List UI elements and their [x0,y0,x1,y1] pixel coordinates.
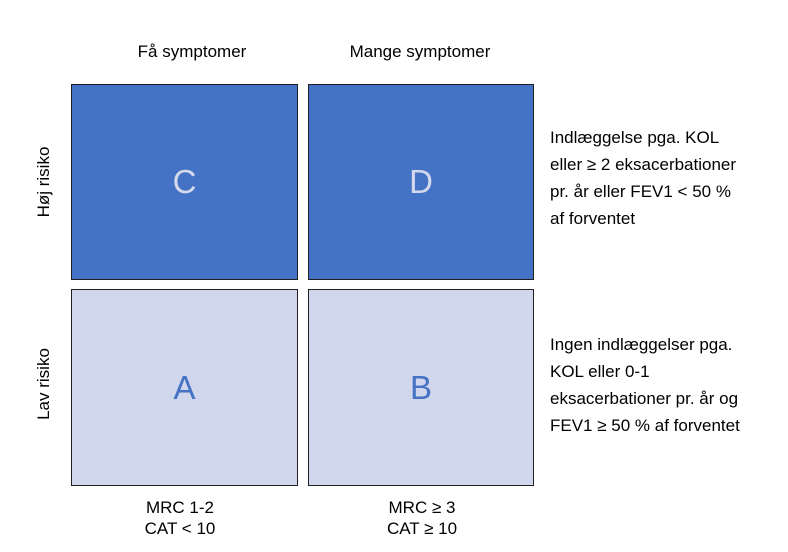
criteria-line: af forventet [550,209,636,228]
high-risk-criteria: Indlæggelse pga. KOL eller ≥ 2 eksacerba… [550,124,782,232]
group-b-cell: B [308,289,534,486]
many-symptoms-thresholds: MRC ≥ 3 CAT ≥ 10 [352,497,492,539]
criteria-line: eller ≥ 2 eksacerbationer [550,155,737,174]
criteria-line: eksacerbationer pr. år og [550,389,739,408]
criteria-line: Indlæggelse pga. KOL [550,128,720,147]
column-header-many-symptoms: Mange symptomer [349,42,491,61]
column-header-few-symptoms: Få symptomer [137,42,247,61]
group-c-cell: C [71,84,298,280]
cat-threshold: CAT < 10 [144,519,216,538]
group-a-cell: A [71,289,298,486]
group-d-cell: D [308,84,534,280]
criteria-line: Ingen indlæggelser pga. [550,335,733,354]
row-label-low-risk: Lav risiko [34,348,53,420]
few-symptoms-thresholds: MRC 1-2 CAT < 10 [110,497,250,539]
criteria-line: pr. år eller FEV1 < 50 % [550,182,731,201]
mrc-threshold: MRC ≥ 3 [388,498,456,517]
mrc-threshold: MRC 1-2 [145,498,214,517]
cat-threshold: CAT ≥ 10 [386,519,458,538]
criteria-line: FEV1 ≥ 50 % af forventet [550,416,740,435]
row-label-high-risk: Høj risiko [34,146,53,218]
low-risk-criteria: Ingen indlæggelser pga. KOL eller 0-1 ek… [550,331,782,439]
criteria-line: KOL eller 0-1 [550,362,650,381]
